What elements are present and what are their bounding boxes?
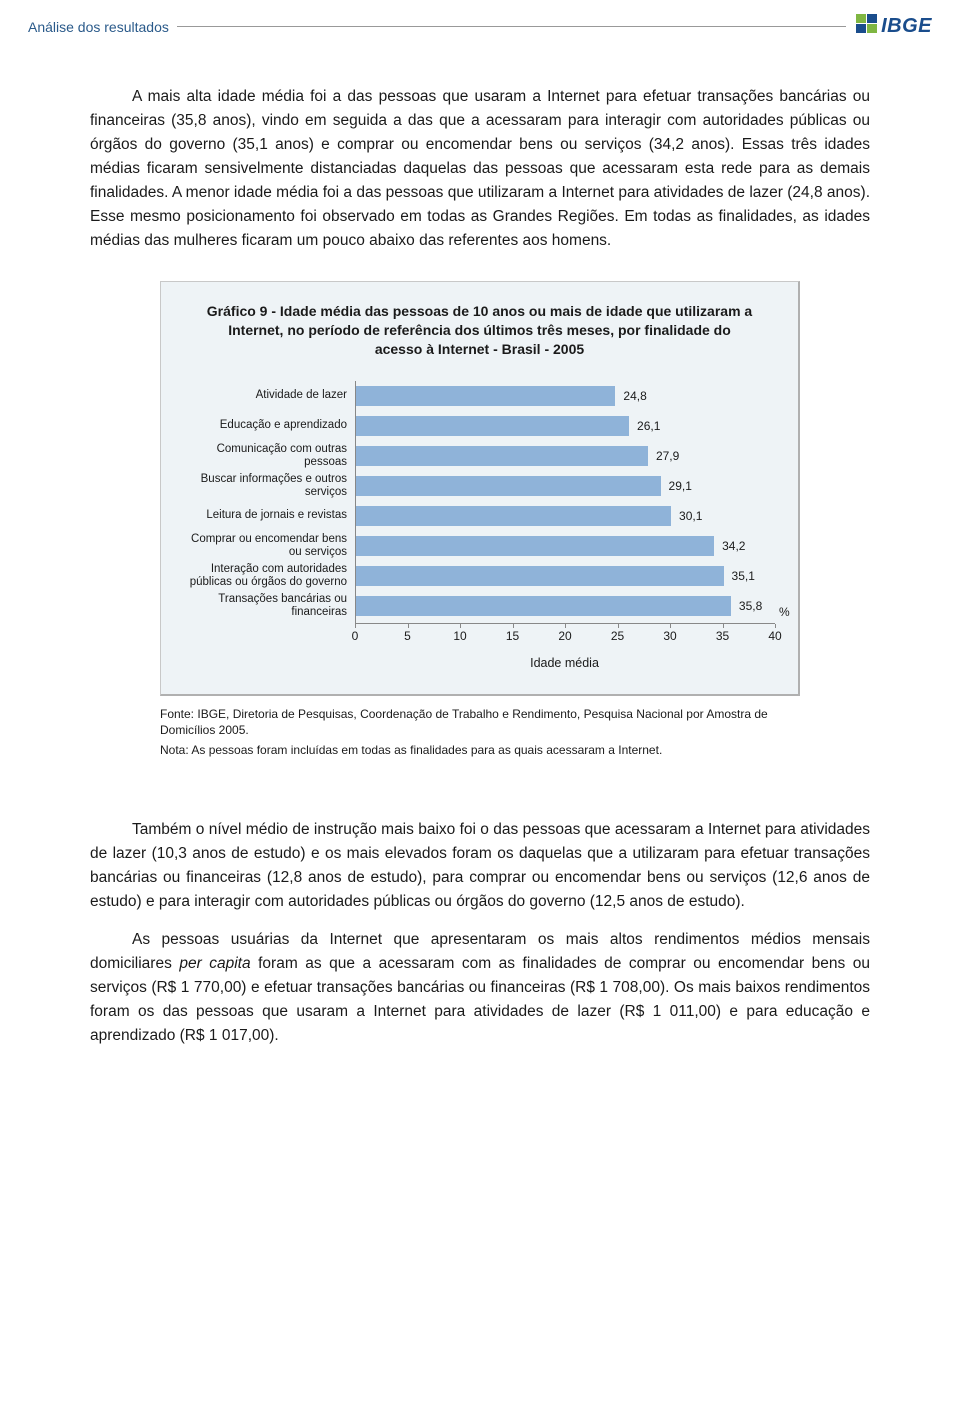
chart-row-plot: 26,1 <box>355 411 774 441</box>
x-tick-mark <box>618 624 619 628</box>
chart-bar: 26,1 <box>355 416 629 436</box>
logo-icon <box>856 14 878 39</box>
chart-bar-value: 27,9 <box>656 449 679 463</box>
chart-row-plot: 30,1 <box>355 501 774 531</box>
chart-bar: 35,8 <box>355 596 731 616</box>
x-tick-label: 30 <box>663 629 676 643</box>
chart-footer: Fonte: IBGE, Diretoria de Pesquisas, Coo… <box>160 706 800 759</box>
chart-row-plot: 27,9 <box>355 441 774 471</box>
chart-row-label: Transações bancárias ou financeiras <box>185 593 355 619</box>
paragraph-2: Também o nível médio de instrução mais b… <box>90 818 870 914</box>
x-tick-label: 15 <box>506 629 519 643</box>
chart-row-label: Educação e aprendizado <box>185 419 355 432</box>
x-tick-mark <box>355 624 356 628</box>
x-tick-label: 5 <box>404 629 411 643</box>
x-tick-mark <box>670 624 671 628</box>
chart-bar-value: 24,8 <box>623 389 646 403</box>
x-tick-label: 40 <box>768 629 781 643</box>
x-tick-label: 35 <box>716 629 729 643</box>
chart-plot-area: Atividade de lazer24,8Educação e aprendi… <box>185 381 774 621</box>
ibge-logo: IBGE <box>856 14 932 39</box>
chart-row: Comunicação com outras pessoas27,9 <box>185 441 774 471</box>
section-title: Análise dos resultados <box>28 19 177 35</box>
chart-row-label: Comprar ou encomendar bens ou serviços <box>185 533 355 559</box>
chart-row-plot: 29,1 <box>355 471 774 501</box>
chart-row-label: Interação com autoridades públicas ou ór… <box>185 563 355 589</box>
x-tick-label: 0 <box>352 629 359 643</box>
chart-row-plot: 24,8 <box>355 381 774 411</box>
chart-row: Interação com autoridades públicas ou ór… <box>185 561 774 591</box>
x-tick-mark <box>565 624 566 628</box>
chart-bar: 34,2 <box>355 536 714 556</box>
chart-bar: 29,1 <box>355 476 661 496</box>
chart-bar-value: 30,1 <box>679 509 702 523</box>
body-text-bottom: Também o nível médio de instrução mais b… <box>0 762 960 1048</box>
x-tick-label: 25 <box>611 629 624 643</box>
x-tick-mark <box>408 624 409 628</box>
chart-row-label: Buscar informações e outros serviços <box>185 473 355 499</box>
chart-unit-label: % <box>779 605 790 619</box>
chart-bar: 27,9 <box>355 446 648 466</box>
x-tick-label: 10 <box>453 629 466 643</box>
chart-row-plot: 34,2 <box>355 531 774 561</box>
x-tick-mark <box>775 624 776 628</box>
chart-bar-value: 29,1 <box>669 479 692 493</box>
paragraph-1: A mais alta idade média foi a das pessoa… <box>90 85 870 253</box>
chart-note: Nota: As pessoas foram incluídas em toda… <box>160 742 800 758</box>
x-tick-mark <box>460 624 461 628</box>
header-divider <box>177 26 846 27</box>
body-text-top: A mais alta idade média foi a das pessoa… <box>0 45 960 253</box>
chart-row: Comprar ou encomendar bens ou serviços34… <box>185 531 774 561</box>
chart-container: Gráfico 9 - Idade média das pessoas de 1… <box>160 281 800 696</box>
chart-title: Gráfico 9 - Idade média das pessoas de 1… <box>185 302 774 359</box>
chart-x-ticks: 0510152025303540 <box>355 624 775 642</box>
chart-row: Educação e aprendizado26,1 <box>185 411 774 441</box>
chart-bar-value: 35,1 <box>732 569 755 583</box>
chart-x-title: Idade média <box>355 656 774 670</box>
chart-row: Transações bancárias ou financeiras35,8 <box>185 591 774 621</box>
chart-row-plot: 35,1 <box>355 561 774 591</box>
chart-y-axis <box>355 381 356 623</box>
chart-row: Buscar informações e outros serviços29,1 <box>185 471 774 501</box>
chart-bar: 24,8 <box>355 386 615 406</box>
p3-em: per capita <box>179 955 250 972</box>
chart-bar: 30,1 <box>355 506 671 526</box>
page-header: Análise dos resultados IBGE <box>0 0 960 45</box>
chart-bar: 35,1 <box>355 566 724 586</box>
chart-bar-value: 26,1 <box>637 419 660 433</box>
chart-row-label: Leitura de jornais e revistas <box>185 509 355 522</box>
chart-row-label: Comunicação com outras pessoas <box>185 443 355 469</box>
chart-row: Leitura de jornais e revistas30,1 <box>185 501 774 531</box>
x-tick-mark <box>723 624 724 628</box>
x-tick-label: 20 <box>558 629 571 643</box>
chart-row-plot: 35,8 <box>355 591 774 621</box>
chart-bar-value: 35,8 <box>739 599 762 613</box>
chart-row: Atividade de lazer24,8 <box>185 381 774 411</box>
x-tick-mark <box>513 624 514 628</box>
chart-source: Fonte: IBGE, Diretoria de Pesquisas, Coo… <box>160 706 800 738</box>
logo-text: IBGE <box>881 15 932 38</box>
chart-row-label: Atividade de lazer <box>185 389 355 402</box>
paragraph-3: As pessoas usuárias da Internet que apre… <box>90 928 870 1048</box>
chart-bar-value: 34,2 <box>722 539 745 553</box>
